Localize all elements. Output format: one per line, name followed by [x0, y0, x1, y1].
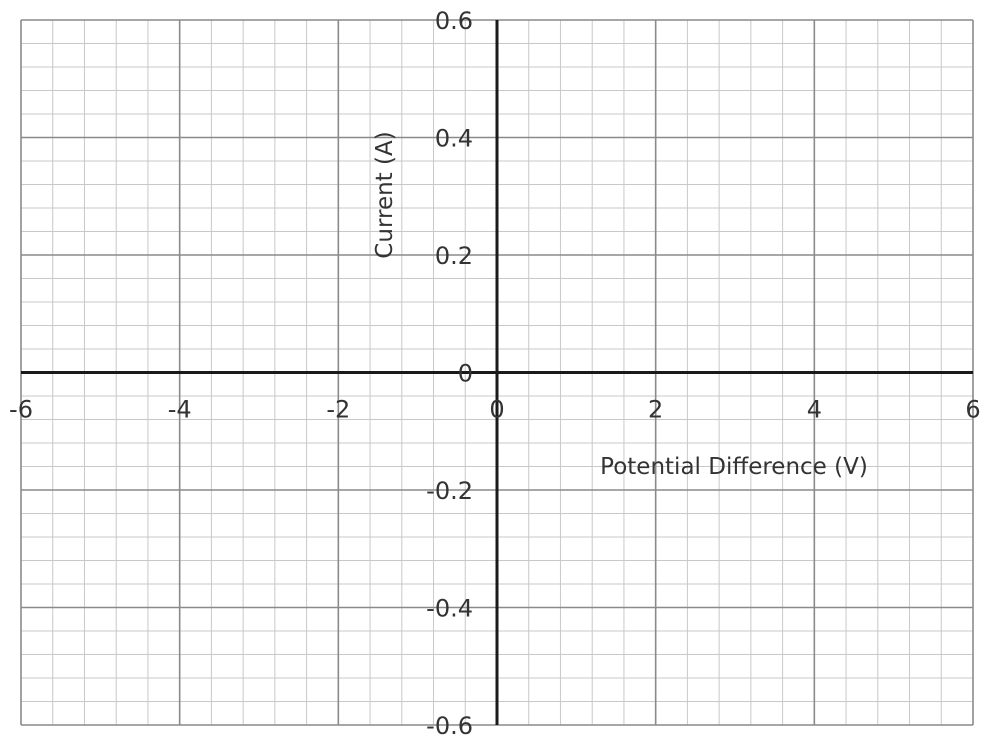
- x-tick-label: 2: [648, 396, 663, 424]
- axes: [21, 20, 973, 725]
- x-tick-labels: -6 -4 -2 0 2 4 6: [9, 396, 981, 424]
- x-tick-label: -6: [9, 396, 33, 424]
- y-tick-label: 0.6: [435, 7, 473, 35]
- y-tick-label: 0: [458, 360, 473, 388]
- x-tick-label: 4: [807, 396, 822, 424]
- y-tick-label: -0.2: [426, 477, 473, 505]
- y-axis-title: Current (A): [372, 131, 398, 258]
- y-tick-label: -0.4: [426, 595, 473, 623]
- x-tick-label: -2: [326, 396, 350, 424]
- x-tick-label: -4: [168, 396, 192, 424]
- x-tick-label: 0: [489, 396, 504, 424]
- x-axis-title: Potential Difference (V): [600, 454, 868, 480]
- y-tick-label: 0.4: [435, 125, 473, 153]
- y-tick-label: -0.6: [426, 712, 473, 740]
- y-tick-label: 0.2: [435, 242, 473, 270]
- y-tick-labels: 0.6 0.4 0.2 0 -0.2 -0.4 -0.6: [426, 7, 473, 740]
- x-tick-label: 6: [965, 396, 980, 424]
